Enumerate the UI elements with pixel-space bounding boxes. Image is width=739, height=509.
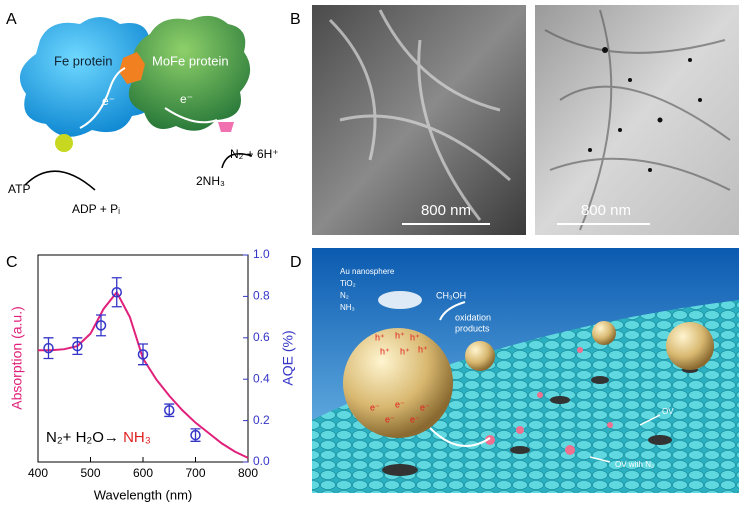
panel-label: B	[290, 11, 301, 28]
femoco	[218, 122, 234, 132]
label: OV	[662, 407, 674, 416]
label: e⁻	[180, 92, 193, 106]
x-tick-label: 800	[238, 466, 258, 480]
error-bar	[112, 278, 122, 307]
error-bar	[96, 315, 106, 336]
label: 2NH₃	[196, 174, 225, 188]
y2-tick-label: 0.6	[253, 330, 270, 344]
y-axis-label: Absorption (a.u.)	[9, 306, 25, 410]
x-tick-label: 600	[133, 466, 153, 480]
au-nanosphere	[343, 328, 453, 438]
electron: e⁻	[420, 402, 430, 412]
label: oxidation	[455, 312, 491, 322]
panel-b: B 800 nm 800 nm	[290, 5, 739, 235]
panel-label: D	[290, 254, 302, 271]
error-bar	[44, 338, 54, 359]
electron: e⁻	[370, 402, 380, 412]
electron: e⁻	[385, 414, 395, 424]
hole: h⁺	[418, 344, 428, 354]
scale-label: 800 nm	[581, 202, 631, 219]
y2-tick-label: 0.2	[253, 413, 270, 427]
panel-label: C	[6, 254, 18, 271]
annotation: N₂+ H₂O→ NH₃	[46, 429, 151, 446]
au-nanosphere	[666, 322, 714, 370]
panel-a: A Fe protein MoFe protein e⁻ e⁻ N₂ + 6H⁺…	[6, 11, 279, 216]
y2-tick-label: 0.8	[253, 289, 270, 303]
legend-label: TiO₂	[340, 279, 356, 288]
y2-axis-label: AQE (%)	[280, 330, 296, 385]
panel-c: C Wavelength (nm) Absorption (a.u.) AQE …	[6, 247, 296, 502]
au-nanosphere	[592, 321, 616, 345]
y2-tick-label: 0.0	[253, 454, 270, 468]
label: ADP + Pᵢ	[72, 202, 120, 216]
figure: A Fe protein MoFe protein e⁻ e⁻ N₂ + 6H⁺…	[0, 0, 739, 509]
hole: h⁺	[380, 346, 390, 356]
label: CH₃OH	[436, 290, 466, 300]
legend-label: Au nanosphere	[340, 267, 395, 276]
panel-d: D Au nanosphere TiO₂ N₂ NH₃ CH₃OH oxidationpr…	[290, 248, 739, 493]
hole: h⁺	[395, 330, 405, 340]
x-axis-label: Wavelength (nm)	[94, 487, 193, 502]
label: products	[455, 323, 490, 333]
y2-tick-label: 0.4	[253, 371, 270, 385]
hole: h⁺	[375, 332, 385, 342]
y2-tick-label: 1.0	[253, 247, 270, 261]
label: MoFe protein	[152, 53, 229, 68]
hole: h⁺	[410, 332, 420, 342]
label: ATP	[8, 182, 30, 196]
cloud	[378, 291, 422, 309]
hole: h⁺	[400, 346, 410, 356]
label: OV with N₂	[615, 460, 654, 469]
panel-label: A	[6, 11, 17, 28]
electron: e⁻	[410, 414, 420, 424]
label: N₂ + 6H⁺	[230, 147, 279, 161]
x-tick-label: 400	[28, 466, 48, 480]
reaction: N₂+ H₂O→	[46, 429, 123, 446]
x-tick-label: 700	[185, 466, 205, 480]
electron: e⁻	[395, 399, 405, 409]
label: Fe protein	[54, 53, 113, 68]
atp-site	[55, 134, 73, 152]
legend-label: NH₃	[340, 303, 355, 312]
au-nanosphere	[465, 341, 495, 371]
legend-label: N₂	[340, 291, 349, 300]
x-tick-label: 500	[80, 466, 100, 480]
arrow	[25, 171, 95, 190]
scale-label: 800 nm	[421, 202, 471, 219]
product: NH₃	[123, 429, 151, 446]
